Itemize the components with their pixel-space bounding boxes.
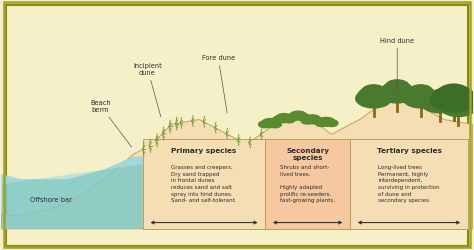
Text: Fore dune: Fore dune — [201, 55, 235, 114]
Circle shape — [406, 87, 436, 103]
Circle shape — [385, 80, 409, 93]
Polygon shape — [1, 157, 143, 184]
Circle shape — [304, 116, 321, 124]
Circle shape — [258, 122, 271, 128]
Text: Shrubs and short-
lived trees.

Highly adapted
prolific re-seeders,
fast-growing: Shrubs and short- lived trees. Highly ad… — [280, 164, 335, 202]
Circle shape — [379, 85, 415, 103]
Circle shape — [269, 122, 282, 128]
Circle shape — [287, 114, 300, 121]
Circle shape — [311, 118, 324, 124]
Circle shape — [440, 98, 474, 117]
Circle shape — [290, 112, 307, 120]
Circle shape — [262, 119, 278, 128]
Text: Hind dune: Hind dune — [380, 38, 414, 92]
Text: Beach
berm: Beach berm — [90, 100, 132, 148]
Polygon shape — [1, 157, 143, 229]
Circle shape — [447, 94, 470, 106]
Text: Tertiary species: Tertiary species — [376, 147, 441, 153]
Text: Primary species: Primary species — [172, 147, 237, 153]
FancyBboxPatch shape — [6, 6, 468, 246]
Circle shape — [428, 90, 451, 103]
Circle shape — [424, 92, 455, 108]
FancyBboxPatch shape — [143, 140, 265, 229]
FancyBboxPatch shape — [350, 140, 468, 229]
Polygon shape — [1, 100, 473, 229]
Circle shape — [325, 120, 338, 127]
Text: Incipient
dune: Incipient dune — [133, 62, 162, 118]
Text: Grasses and creepers.
Dry sand trapped
in frontal dunes
reduces sand and salt
sp: Grasses and creepers. Dry sand trapped i… — [171, 164, 237, 202]
Circle shape — [362, 86, 385, 98]
Circle shape — [297, 114, 310, 121]
Circle shape — [434, 86, 474, 107]
Circle shape — [358, 87, 389, 103]
Circle shape — [318, 118, 335, 127]
Text: Long-lived trees
Permanent, highly
interdependent,
surviving in protection
of du: Long-lived trees Permanent, highly inter… — [378, 164, 440, 202]
Circle shape — [276, 114, 292, 123]
Circle shape — [403, 90, 438, 108]
Circle shape — [382, 82, 412, 98]
Text: Offshore bar: Offshore bar — [30, 196, 72, 202]
Circle shape — [430, 88, 474, 113]
FancyBboxPatch shape — [265, 140, 350, 229]
Circle shape — [283, 116, 296, 123]
Circle shape — [443, 96, 474, 112]
Circle shape — [356, 90, 392, 108]
Circle shape — [273, 116, 285, 123]
Text: Secondary
species: Secondary species — [286, 147, 329, 160]
Circle shape — [301, 118, 314, 124]
Circle shape — [409, 86, 432, 98]
Circle shape — [438, 85, 469, 101]
Circle shape — [315, 120, 328, 127]
Circle shape — [422, 94, 457, 114]
